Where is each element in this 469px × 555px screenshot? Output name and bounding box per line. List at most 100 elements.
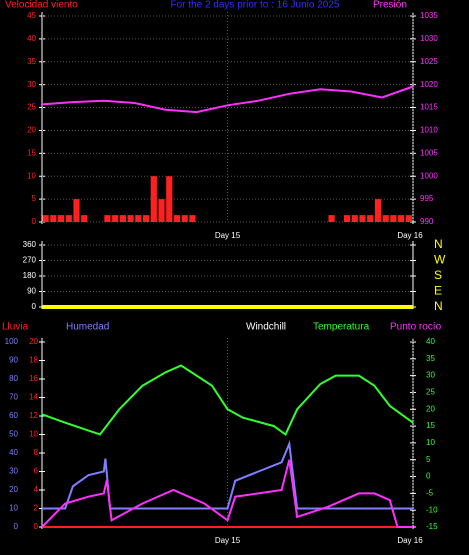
tick-label: 360 <box>23 240 37 249</box>
bar <box>367 215 374 222</box>
tick-label: 15 <box>27 148 36 157</box>
bar <box>135 215 142 222</box>
bar <box>81 215 88 222</box>
tick-label: 15 <box>426 421 435 430</box>
series-label: Lluvia <box>2 322 29 333</box>
tick-label: 8 <box>34 448 39 457</box>
tick-label: 4 <box>34 485 39 494</box>
bar <box>104 215 111 222</box>
series-label: Temperatura <box>313 322 370 333</box>
tick-label: 20 <box>426 404 435 413</box>
x-tick-label: Day 16 <box>397 231 423 240</box>
bar <box>173 215 181 222</box>
bar <box>42 215 49 222</box>
tick-label: 70 <box>9 393 18 402</box>
bar <box>150 176 157 222</box>
bar <box>127 215 134 222</box>
tick-label: 18 <box>29 356 38 365</box>
tick-label: 20 <box>29 337 38 346</box>
x-tick-label: Day 16 <box>397 536 423 545</box>
tick-label: 5 <box>32 194 37 203</box>
bar <box>73 199 80 222</box>
tick-label: 1025 <box>420 57 438 66</box>
tick-label: 12 <box>29 411 38 420</box>
bar <box>328 215 335 222</box>
tick-label: 20 <box>9 485 18 494</box>
x-tick-label: Day 15 <box>215 231 241 240</box>
tick-label: E <box>434 284 442 298</box>
bar <box>181 215 188 222</box>
tick-label: 25 <box>27 103 36 112</box>
tick-label: 35 <box>27 57 36 66</box>
tick-label: 45 <box>27 11 36 20</box>
series-label: Windchill <box>246 322 286 333</box>
tick-label: 50 <box>9 430 18 439</box>
tick-label: 40 <box>9 448 18 457</box>
tick-label: 990 <box>420 217 434 226</box>
series-line <box>42 439 413 510</box>
tick-label: 14 <box>29 393 38 402</box>
bar <box>382 215 389 222</box>
tick-label: S <box>434 268 442 282</box>
bar <box>390 215 397 222</box>
tick-label: N <box>434 299 443 313</box>
tick-label: 180 <box>23 271 37 280</box>
chart-title: For the 2 days prior to : 16 Junio 2025 <box>171 0 340 11</box>
bar <box>359 215 366 222</box>
tick-label: 5 <box>426 455 431 464</box>
tick-label: 40 <box>27 34 36 43</box>
tick-label: 10 <box>29 430 38 439</box>
tick-label: -10 <box>426 505 438 514</box>
bar <box>398 215 405 222</box>
tick-label: 0 <box>32 217 37 226</box>
bar <box>405 215 412 222</box>
tick-label: 2 <box>34 504 39 513</box>
x-tick-label: Day 15 <box>215 536 241 545</box>
bar <box>119 215 126 222</box>
tick-label: 30 <box>426 371 435 380</box>
tick-label: 1035 <box>420 11 438 20</box>
tick-label: 0 <box>426 472 431 481</box>
tick-label: 20 <box>27 126 36 135</box>
tick-label: 0 <box>32 302 37 311</box>
tick-label: 995 <box>420 194 434 203</box>
tick-label: 1015 <box>420 103 438 112</box>
tick-label: 90 <box>9 356 18 365</box>
series-line <box>41 85 414 114</box>
series-label: Velocidad viento <box>5 0 78 11</box>
tick-label: 6 <box>34 467 39 476</box>
bar <box>142 215 150 222</box>
series-label: Punto rocío <box>390 322 442 333</box>
tick-label: 1030 <box>420 34 438 43</box>
bar <box>112 215 119 222</box>
tick-label: 10 <box>27 171 36 180</box>
tick-label: 16 <box>29 374 38 383</box>
bar <box>189 215 196 222</box>
series-label: Humedad <box>66 322 109 333</box>
tick-label: 1000 <box>420 171 438 180</box>
tick-label: 30 <box>9 467 18 476</box>
tick-label: 1020 <box>420 80 438 89</box>
tick-label: 270 <box>23 256 37 265</box>
series-line <box>41 459 413 528</box>
series-label: Presión <box>373 0 407 11</box>
tick-label: 60 <box>9 411 18 420</box>
bar <box>158 199 165 222</box>
tick-label: -5 <box>426 488 434 497</box>
tick-label: 35 <box>426 354 435 363</box>
bar <box>166 176 173 222</box>
tick-label: 100 <box>5 337 19 346</box>
tick-label: 0 <box>14 522 19 531</box>
tick-label: 10 <box>9 504 18 513</box>
tick-label: W <box>434 253 446 267</box>
tick-label: 25 <box>426 388 435 397</box>
tick-label: 90 <box>27 287 36 296</box>
series-line <box>41 364 414 437</box>
bar <box>50 215 57 222</box>
tick-label: -15 <box>426 522 438 531</box>
tick-label: 1010 <box>420 126 438 135</box>
tick-label: 80 <box>9 374 18 383</box>
bar <box>57 215 65 222</box>
bar <box>374 199 382 222</box>
